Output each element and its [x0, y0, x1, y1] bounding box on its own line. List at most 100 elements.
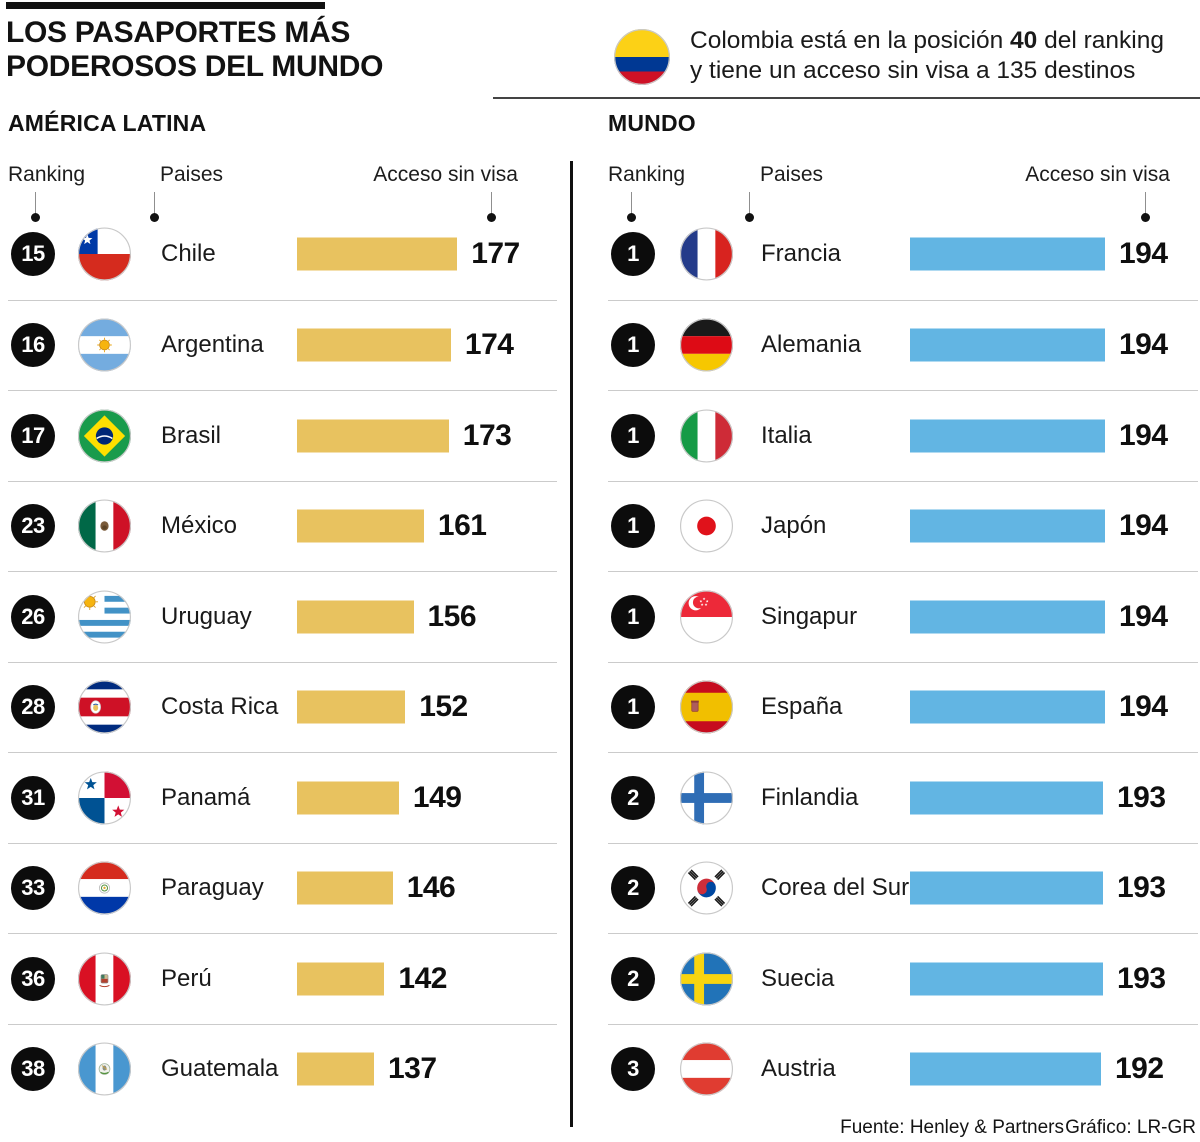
colombia-note-text: Colombia está en la posición 40 del rank… [690, 26, 1173, 86]
country-label: Austria [761, 1055, 836, 1083]
country-label: Francia [761, 240, 842, 268]
country-label: Alemania [761, 331, 862, 359]
rank-badge: 33 [11, 866, 55, 911]
table-row: 1 Francia 194 [608, 209, 1198, 300]
rank-badge: 1 [611, 232, 655, 277]
visa-access-bar [910, 781, 1103, 815]
table-row: 31 Panamá 149 [8, 752, 557, 843]
rank-badge: 2 [611, 956, 655, 1001]
table-row: 1 Japón 194 [608, 480, 1198, 572]
rank-badge: 1 [611, 504, 655, 549]
visa-access-bar [910, 962, 1103, 996]
visa-access-value: 194 [1119, 328, 1168, 362]
rank-badge: 1 [611, 685, 655, 730]
colombia-rank-highlight: 40 [1010, 27, 1038, 54]
rank-badge: 38 [11, 1047, 55, 1092]
flag-singapur-icon [679, 589, 734, 644]
rank-badge: 2 [611, 775, 655, 820]
visa-access-bar [297, 962, 385, 996]
flag-chile-icon [77, 227, 132, 282]
visa-access-bar [910, 509, 1105, 543]
rank-badge: 31 [11, 775, 55, 820]
leader-line [487, 192, 496, 222]
leader-line [31, 192, 40, 222]
flag-peru-icon [77, 951, 132, 1006]
country-label: España [761, 693, 843, 721]
access-header: Acceso sin visa [1025, 163, 1170, 186]
visa-access-bar [297, 1052, 374, 1086]
visa-access-value: 193 [1117, 780, 1166, 814]
visa-access-value: 193 [1117, 961, 1166, 995]
visa-access-bar [297, 328, 451, 362]
table-row: 2 Corea del Sur 193 [608, 842, 1198, 934]
countries-header: Paises [160, 163, 224, 186]
flag-guatemala-icon [77, 1042, 132, 1097]
flag-costarica-icon [77, 680, 132, 735]
access-header: Acceso sin visa [373, 163, 518, 186]
country-label: Finlandia [761, 783, 859, 811]
flag-argentina-icon [77, 318, 132, 373]
table-row: 3 Austria 192 [608, 1023, 1198, 1115]
country-label: Corea del Sur [761, 874, 910, 902]
flag-mexico-icon [77, 499, 132, 554]
visa-access-value: 174 [464, 328, 514, 362]
visa-access-value: 194 [1119, 237, 1168, 271]
visa-access-value: 194 [1119, 509, 1168, 543]
rank-badge: 17 [11, 413, 55, 458]
visa-access-value: 193 [1117, 871, 1166, 905]
country-label: Chile [161, 240, 216, 268]
flag-italia-icon [679, 408, 734, 463]
column-divider-line [570, 161, 573, 1127]
colombia-note-line1: Colombia está en la posición 40 del rank… [690, 27, 1164, 54]
visa-access-bar [297, 419, 449, 453]
table-row: 1 Alemania 194 [608, 299, 1198, 391]
visa-access-value: 152 [419, 690, 468, 724]
page-title-line2: PODEROSOS DEL MUNDO [6, 49, 384, 83]
table-row: 15 Chile 177 [8, 209, 557, 300]
rank-badge: 1 [611, 413, 655, 458]
title-accent-bar [6, 2, 325, 9]
visa-access-value: 146 [406, 871, 456, 905]
flag-panama-icon [77, 770, 132, 825]
leader-line [627, 192, 636, 222]
flag-paraguay-icon [77, 861, 132, 916]
visa-access-bar [910, 419, 1105, 453]
leader-line [1141, 192, 1150, 222]
visa-access-bar [297, 509, 424, 543]
flag-uruguay-icon [77, 589, 132, 644]
table-row: 36 Perú 142 [8, 933, 557, 1024]
rank-badge: 3 [611, 1047, 655, 1092]
visa-access-bar [297, 871, 393, 905]
flag-espana-icon [679, 680, 734, 735]
country-label: Suecia [761, 964, 835, 992]
column-america-latina: AMÉRICA LATINA Ranking Paises Acceso sin vi… [8, 0, 557, 1142]
table-row: 26 Uruguay 156 [8, 571, 557, 662]
country-label: Uruguay [161, 602, 252, 630]
visa-access-value: 194 [1119, 690, 1168, 724]
visa-access-bar [297, 781, 399, 815]
rank-badge: 2 [611, 866, 655, 911]
rank-badge: 16 [11, 323, 55, 368]
visa-access-value: 194 [1119, 599, 1168, 633]
leader-line [150, 192, 159, 222]
table-row: 2 Finlandia 193 [608, 752, 1198, 843]
table-row: 28 Costa Rica 152 [8, 661, 557, 753]
visa-access-value: 142 [398, 961, 447, 995]
graphic-credit: Gráfico: LR-GR [1065, 1117, 1196, 1138]
country-label: Costa Rica [161, 693, 279, 721]
column-mundo: MUNDO Ranking Paises Acceso sin visa 1 Franci… [608, 0, 1198, 1142]
visa-access-value: 137 [388, 1052, 437, 1086]
country-label: Perú [161, 964, 212, 992]
table-row: 23 México 161 [8, 480, 557, 572]
visa-access-value: 192 [1115, 1052, 1164, 1086]
colombia-note-line2: y tiene un acceso sin visa a 135 destino… [690, 56, 1136, 84]
country-label: Paraguay [161, 874, 264, 902]
header-divider-line [493, 97, 1200, 99]
country-label: Guatemala [161, 1055, 279, 1083]
rank-badge: 26 [11, 594, 55, 639]
visa-access-bar [910, 690, 1105, 724]
table-row: 1 Italia 194 [608, 390, 1198, 481]
column-headers: Ranking Paises Acceso sin visa [608, 163, 1198, 223]
rank-badge: 36 [11, 956, 55, 1001]
